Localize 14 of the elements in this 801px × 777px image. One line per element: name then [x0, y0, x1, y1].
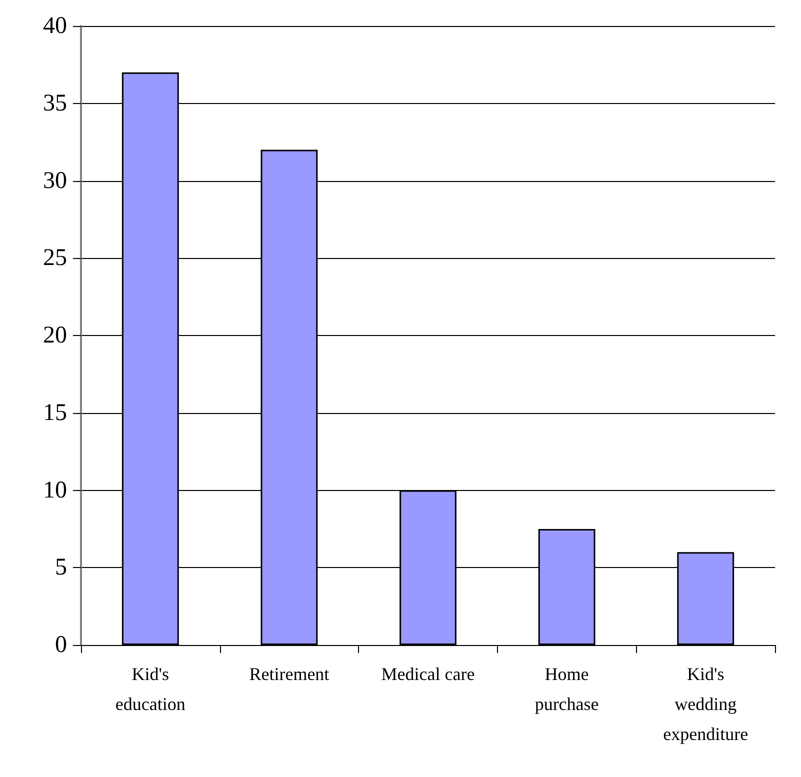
y-tick-label: 15: [43, 400, 67, 426]
x-tick-label: Retirement: [249, 664, 330, 684]
y-tick-label: 10: [43, 477, 67, 504]
y-tick-label: 30: [43, 168, 67, 194]
x-tick-label: Home purchase: [534, 664, 599, 714]
y-tick-label: 35: [43, 90, 67, 116]
y-tick-label: 25: [43, 245, 67, 272]
y-tick-label: 0: [55, 632, 67, 658]
x-tick-label: Kid's wedding expenditure: [663, 664, 748, 744]
x-tick-label: Kid's education: [115, 664, 186, 714]
y-tick-label: 20: [43, 322, 67, 348]
y-tick-label: 40: [43, 13, 67, 39]
y-tick-label: 5: [55, 554, 67, 581]
x-tick-label: Medical care: [381, 664, 475, 684]
